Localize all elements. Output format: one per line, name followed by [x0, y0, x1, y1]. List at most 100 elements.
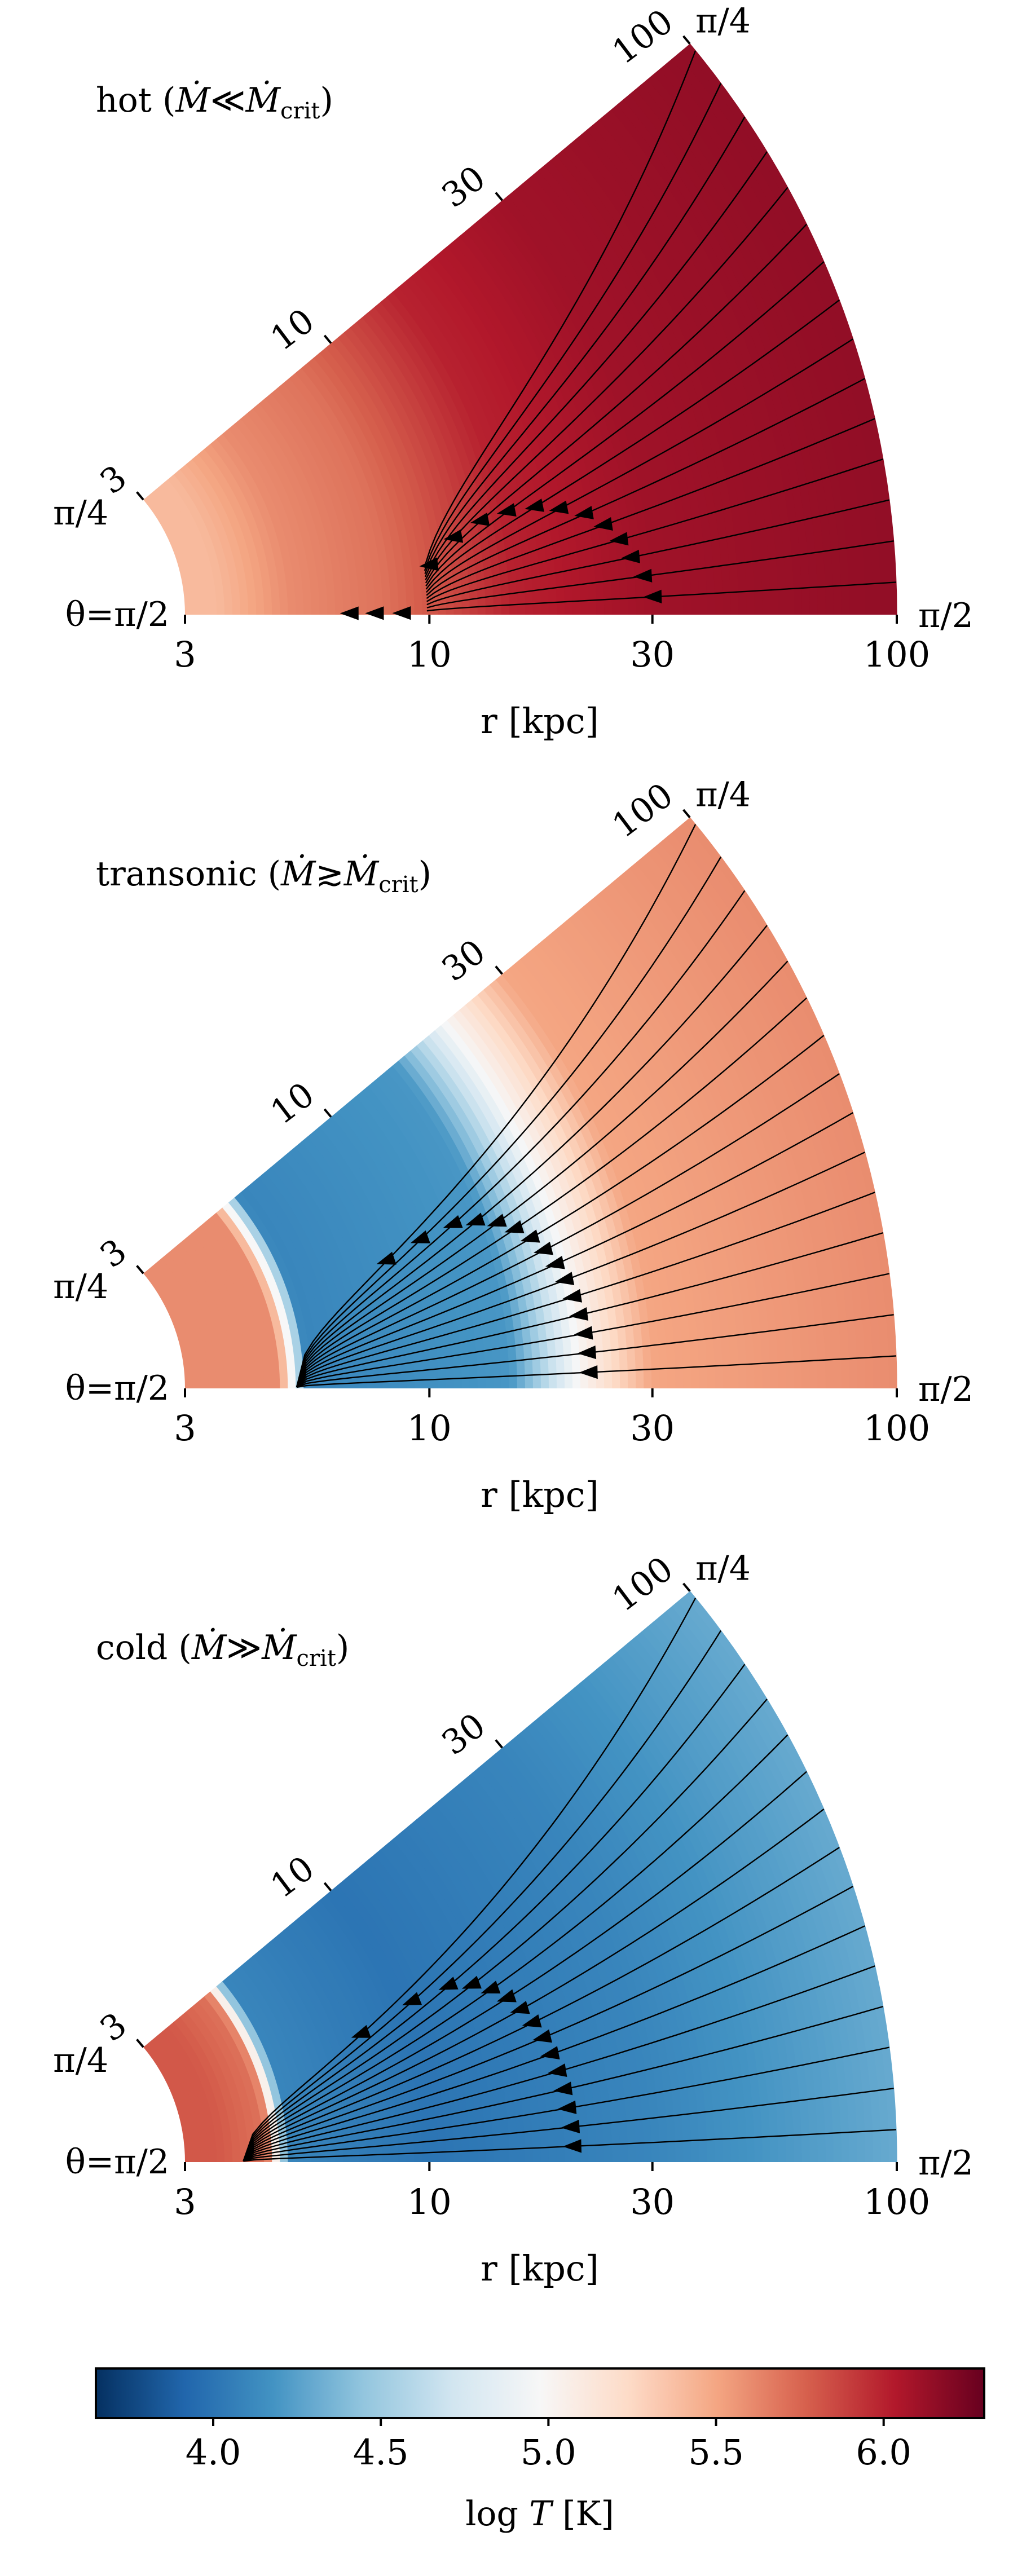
streamline-arrow — [549, 500, 569, 514]
panel-hot-title: hot (Ṁ≪Ṁcrit) — [96, 81, 333, 124]
radial-tick — [136, 491, 144, 501]
temperature-cell — [246, 408, 328, 615]
radial-tick — [682, 1582, 691, 1592]
x-axis-label: r [kpc] — [481, 700, 599, 742]
streamline-arrow — [633, 568, 653, 583]
streamline-arrow — [554, 1272, 575, 1285]
temperature-cell — [198, 1222, 265, 1388]
temperature-cell — [228, 1197, 304, 1388]
x-tick-label: 10 — [407, 1408, 452, 1449]
colorbar-tick-label: 4.0 — [186, 2432, 241, 2473]
streamline — [296, 960, 788, 1388]
streamline — [426, 338, 854, 593]
temperature-cell — [277, 1930, 368, 2162]
angle-label-left-top: π/4 — [53, 493, 108, 533]
temperature-cell — [252, 1177, 336, 1388]
temperature-cell — [216, 1207, 288, 1388]
radial-tick — [495, 192, 503, 201]
angle-label-right-bottom: π/2 — [918, 1370, 973, 1409]
temperature-cell — [173, 1242, 233, 1388]
streamline — [243, 1886, 853, 2162]
streamline — [243, 1846, 840, 2162]
streamline — [426, 540, 894, 608]
angle-label-right-top: π/4 — [695, 775, 751, 815]
streamline-arrow — [510, 2001, 530, 2014]
temperature-cell — [179, 464, 241, 615]
temperature-cell — [198, 448, 265, 615]
temperature-cell — [204, 1991, 272, 2162]
colorbar-tick-label: 6.0 — [856, 2432, 911, 2473]
streamline-arrow — [520, 1229, 540, 1243]
streamline — [296, 1232, 884, 1388]
streamline-arrow — [461, 1975, 482, 1989]
angle-label-left-bottom: θ=π/2 — [65, 1369, 169, 1408]
temperature-cell — [168, 2021, 225, 2162]
colorbar-bar — [95, 2367, 985, 2419]
angle-label-right-bottom: π/2 — [918, 2143, 973, 2183]
temperature-cell — [222, 429, 296, 615]
temperature-cell — [186, 458, 249, 615]
temperature-cell — [258, 398, 344, 615]
temperature-cell — [173, 2016, 233, 2162]
streamline — [296, 890, 746, 1388]
streamline — [296, 925, 768, 1388]
streamline — [426, 378, 866, 596]
panel-hot-streamlines — [340, 50, 897, 620]
radial-tick — [495, 1739, 503, 1749]
streamline — [425, 261, 825, 586]
temperature-cell — [228, 1971, 304, 2162]
streamline — [426, 581, 897, 612]
streamline — [424, 116, 746, 574]
streamline — [424, 151, 768, 577]
angle-label-left-bottom: θ=π/2 — [65, 595, 169, 634]
temperature-cell — [179, 2011, 241, 2162]
temperature-cell — [161, 2026, 217, 2162]
radial-tick — [495, 965, 503, 975]
x-tick-label: 30 — [630, 2181, 675, 2222]
streamline-arrow — [438, 1977, 459, 1990]
streamline-arrow — [351, 2024, 371, 2038]
streamline-arrow — [574, 506, 594, 519]
streamline — [243, 1771, 807, 2162]
streamline — [243, 1699, 768, 2162]
radial-tick-label: 10 — [263, 1075, 321, 1132]
temperature-cell — [240, 413, 320, 615]
streamline-arrow — [419, 557, 439, 571]
streamline — [425, 299, 840, 590]
temperature-cell — [265, 1167, 352, 1388]
temperature-cell — [271, 388, 360, 615]
temperature-cell — [179, 1237, 241, 1388]
streamline-arrow — [609, 532, 629, 546]
streamline-arrow — [465, 1212, 486, 1226]
streamline-arrow — [481, 1980, 501, 1993]
temperature-cell — [168, 474, 225, 615]
streamline — [243, 1630, 722, 2162]
streamline — [424, 50, 697, 568]
streamline — [296, 856, 722, 1388]
colorbar-ticks: 4.0 4.5 5.0 5.5 6.0 — [186, 2418, 911, 2473]
panel-cold-title: cold (Ṁ≫Ṁcrit) — [96, 1628, 349, 1671]
streamline — [296, 1152, 866, 1388]
streamline-arrow — [557, 2100, 577, 2114]
colorbar: 4.0 4.5 5.0 5.5 6.0 log T [K] — [95, 2367, 985, 2534]
radial-tick-label: 10 — [263, 1849, 321, 1906]
temperature-cell — [155, 2031, 209, 2162]
radial-tick-label: 30 — [435, 158, 493, 216]
colorbar-tick-label: 4.5 — [353, 2432, 409, 2473]
x-tick-label: 3 — [174, 634, 196, 675]
temperature-cell — [222, 1976, 296, 2162]
streamline-arrow — [470, 513, 490, 526]
temperature-cell — [277, 383, 368, 615]
temperature-cell — [186, 1232, 249, 1388]
streamline-arrow — [540, 2046, 560, 2059]
streamline — [424, 82, 722, 571]
streamline-arrow — [579, 1365, 598, 1379]
temperature-cell — [155, 484, 209, 615]
streamline-arrow — [402, 1992, 422, 2005]
x-axis-label: r [kpc] — [481, 1474, 599, 1515]
panel-transonic-title: transonic (Ṁ≳Ṁcrit) — [96, 854, 431, 898]
temperature-cell — [155, 1258, 209, 1388]
streamline-arrow — [553, 2081, 573, 2096]
